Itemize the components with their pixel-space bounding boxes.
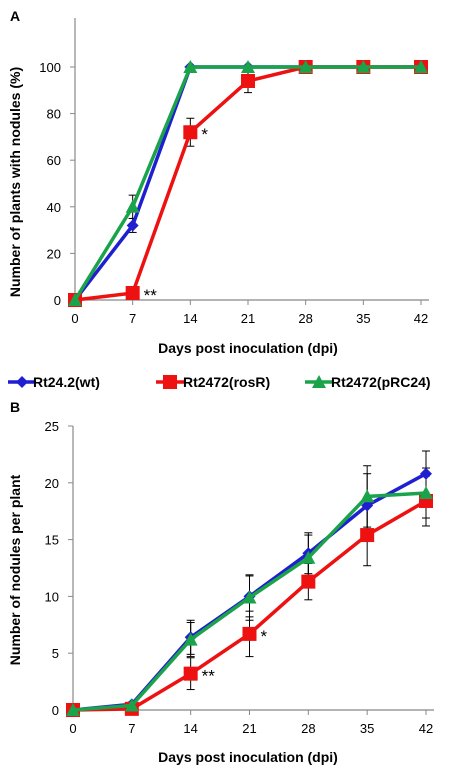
legend-label-rt2472-rosr: Rt2472(rosR) <box>183 374 270 390</box>
panel-a-point-rt2472-rosr <box>125 286 140 301</box>
panel-b-point-rt2472-prc24 <box>360 489 375 503</box>
panel-b-xtick-label: 0 <box>69 721 76 736</box>
panel-a-point-rt2472-prc24 <box>414 60 428 73</box>
panel-a-significance-label: * <box>201 125 208 144</box>
panel-a-point-rt2472-prc24 <box>241 60 255 73</box>
panel-a-ytick-label: 80 <box>47 107 61 122</box>
panel-b-xlabel: Days post inoculation (dpi) <box>158 749 338 765</box>
panel-b-point-rt2472-rosr <box>183 666 198 681</box>
panel-a-series-line-rt2472-rosr <box>74 65 421 302</box>
panel-b-point-rt2472-prc24 <box>124 698 139 712</box>
panel-a-xtick-label: 35 <box>356 311 370 326</box>
panel-a-point-rt2472-prc24 <box>298 60 313 73</box>
panel-a-point-rt2472-rosr <box>183 125 198 140</box>
panel-b-significance-label: * <box>261 627 268 646</box>
panel-a-series-line-rt24-2-wt <box>73 65 421 302</box>
panel-a: A Number of plants with nodules (%) Days… <box>7 8 429 356</box>
panel-b-label: B <box>10 399 20 415</box>
panel-b-ytick-label: 0 <box>52 703 59 718</box>
panel-b-xtick-label: 14 <box>183 721 197 736</box>
panel-b-xtick-label: 42 <box>419 721 433 736</box>
panel-b-point-rt2472-rosr <box>242 626 257 641</box>
panel-b-xtick-label: 7 <box>128 721 135 736</box>
legend-marker-rt24-2-wt <box>16 376 28 388</box>
panel-b-point-rt2472-prc24 <box>301 550 316 564</box>
panel-a-point-rt24-2-wt <box>126 219 139 232</box>
panel-b-point-rt2472-rosr <box>301 574 316 589</box>
panel-a-xtick-label: 7 <box>129 311 136 326</box>
panel-b-xtick-label: 21 <box>242 721 256 736</box>
panel-a-point-rt2472-rosr <box>241 73 255 88</box>
panel-a-xtick-label: 0 <box>71 311 78 326</box>
legend-marker-rt2472-prc24 <box>312 375 326 388</box>
panel-a-ytick-label: 20 <box>47 246 61 261</box>
panel-b-xtick-label: 35 <box>360 721 374 736</box>
panel-b-ylabel: Number of nodules per plant <box>7 474 23 665</box>
panel-b-ytick-label: 5 <box>52 646 59 661</box>
panel-a-xtick-label: 21 <box>241 311 255 326</box>
panel-a-xtick-label: 14 <box>183 311 197 326</box>
panel-b-significance-label: ** <box>202 667 216 686</box>
panel-b-ytick-label: 20 <box>45 476 59 491</box>
panel-b-point-rt2472-prc24 <box>419 486 433 500</box>
panel-a-label: A <box>10 8 20 24</box>
panel-a-point-rt2472-prc24 <box>356 60 371 73</box>
panel-b-point-rt2472-rosr <box>360 528 375 543</box>
panel-b-xtick-label: 28 <box>301 721 315 736</box>
panel-a-series-line-rt2472-prc24 <box>73 65 421 301</box>
panel-b-point-rt2472-prc24 <box>183 632 198 646</box>
panel-b-point-rt24-2-wt <box>420 467 432 480</box>
panel-b-ytick-label: 25 <box>45 419 59 434</box>
panel-a-point-rt2472-prc24 <box>183 60 198 73</box>
panel-b-point-rt24-2-wt <box>361 499 374 512</box>
panel-b-ytick-label: 15 <box>45 533 59 548</box>
legend-label-rt24-2-wt: Rt24.2(wt) <box>33 374 100 390</box>
panel-a-xtick-label: 28 <box>298 311 312 326</box>
panel-a-point-rt2472-prc24 <box>125 199 140 213</box>
panel-b-ytick-label: 10 <box>45 589 59 604</box>
panel-a-ytick-label: 40 <box>47 200 61 215</box>
legend-marker-rt2472-rosr <box>163 375 177 389</box>
panel-a-ytick-label: 100 <box>39 60 61 75</box>
legend: Rt24.2(wt) Rt2472(rosR) Rt2472(pRC24) <box>8 374 431 390</box>
panel-a-ytick-label: 0 <box>54 293 61 308</box>
panel-a-ytick-label: 60 <box>47 153 61 168</box>
panel-a-xtick-label: 42 <box>414 311 428 326</box>
legend-label-rt2472-prc24: Rt2472(pRC24) <box>331 374 431 390</box>
panel-a-point-rt2472-prc24 <box>68 293 82 306</box>
panel-a-significance-label: ** <box>144 286 158 305</box>
panel-a-ylabel: Number of plants with nodules (%) <box>7 67 23 297</box>
panel-b-point-rt2472-prc24 <box>66 703 80 716</box>
panel-b: B Number of nodules per plant Days post … <box>7 399 434 765</box>
panel-a-xlabel: Days post inoculation (dpi) <box>158 340 338 356</box>
panel-b-point-rt2472-prc24 <box>242 590 257 604</box>
